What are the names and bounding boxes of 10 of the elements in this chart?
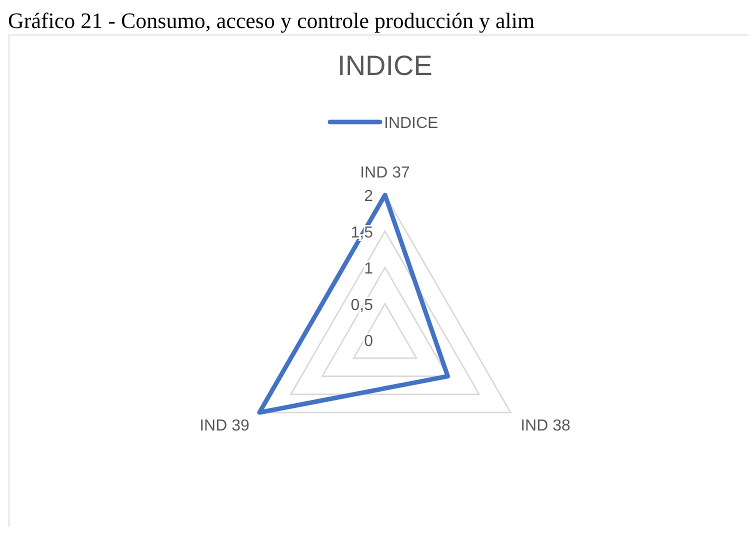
y-tick-label: 0,5 bbox=[350, 296, 374, 314]
chart-title: INDICE bbox=[338, 50, 432, 81]
legend-label: INDICE bbox=[384, 115, 438, 132]
y-tick-label: 2 bbox=[364, 188, 374, 205]
y-tick-label: 0 bbox=[364, 333, 374, 350]
text: Gráfico 21 - Consumo, acceso y controle producción y alim bbox=[8, 8, 535, 33]
spoke-label: IND 39 bbox=[200, 417, 250, 434]
spoke-label: IND 37 bbox=[360, 164, 410, 182]
y-tick-label: 1 bbox=[364, 260, 374, 278]
spoke-label: IND 38 bbox=[520, 417, 571, 434]
